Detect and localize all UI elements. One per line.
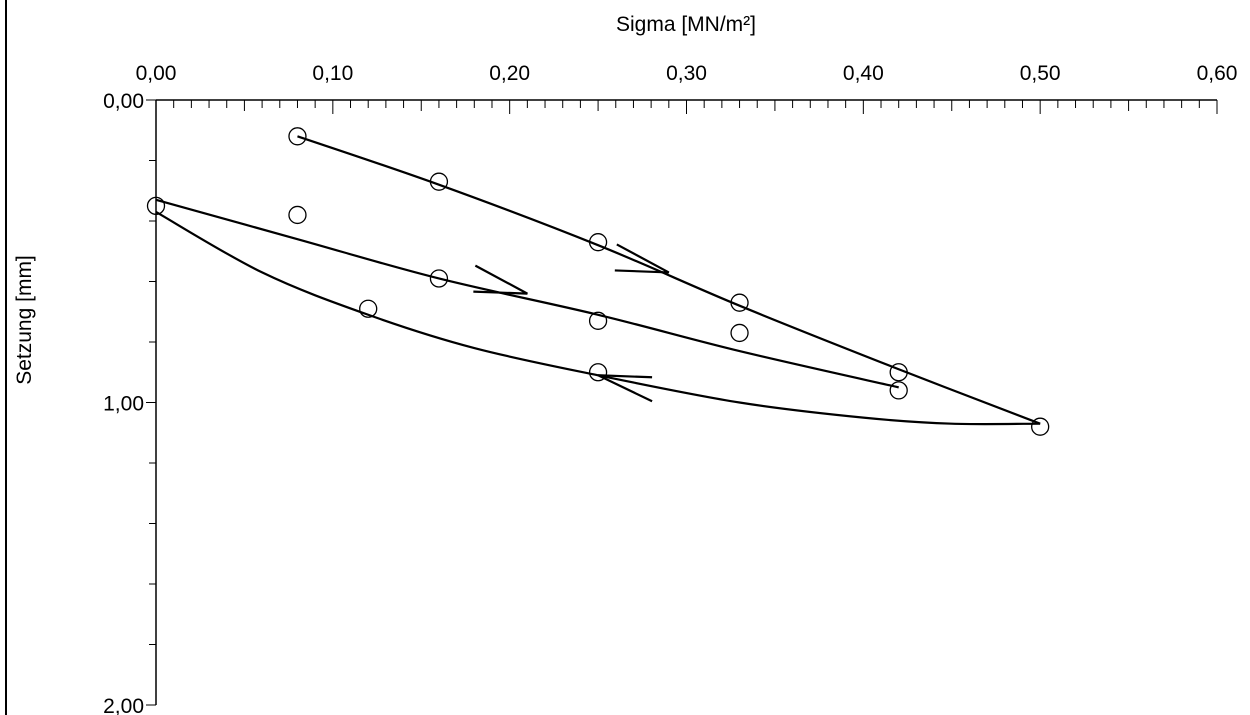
y-axis-title: Setzung [mm] <box>13 255 36 385</box>
y-ticks: 0,00 1,00 2,00 <box>103 90 156 715</box>
data-point <box>146 196 166 216</box>
data-point <box>730 323 749 343</box>
x-tick-label: 0,60 <box>1197 62 1238 85</box>
x-tick-label: 0,30 <box>666 62 707 85</box>
data-point <box>288 127 307 146</box>
x-tick-label: 0,00 <box>136 62 177 85</box>
data-point <box>889 381 908 400</box>
x-tick-label: 0,50 <box>1020 62 1061 85</box>
data-point <box>429 269 449 288</box>
data-point <box>288 205 307 225</box>
data-point <box>889 363 908 382</box>
curve-loading-1 <box>297 135 1041 425</box>
x-axis-title: Sigma [MN/m²] <box>616 13 756 36</box>
data-point <box>588 363 608 382</box>
data-point <box>1031 417 1050 436</box>
x-tick-label: 0,10 <box>312 62 353 85</box>
data-point <box>588 233 608 252</box>
direction-arrow <box>614 243 670 274</box>
data-point <box>429 172 449 191</box>
data-point <box>359 299 378 318</box>
x-tick-label: 0,20 <box>489 62 530 85</box>
direction-arrow <box>473 264 528 295</box>
direction-arrow <box>597 374 653 403</box>
data-point <box>730 293 749 312</box>
data-markers <box>146 127 1050 436</box>
y-tick-label: 0,00 <box>103 90 144 113</box>
direction-arrows <box>473 243 670 403</box>
y-tick-label: 2,00 <box>103 695 144 715</box>
axes: 0,00 0,10 0,20 0,30 0,40 0,50 0,60 0,00 1,00 2,0… <box>103 62 1237 715</box>
curve-reloading <box>155 198 899 389</box>
left-frame-line <box>5 0 7 715</box>
x-tick-label: 0,40 <box>843 62 884 85</box>
x-ticks: 0,00 0,10 0,20 0,30 0,40 0,50 0,60 <box>136 62 1238 114</box>
y-tick-label: 1,00 <box>103 393 144 416</box>
data-point <box>588 311 608 330</box>
